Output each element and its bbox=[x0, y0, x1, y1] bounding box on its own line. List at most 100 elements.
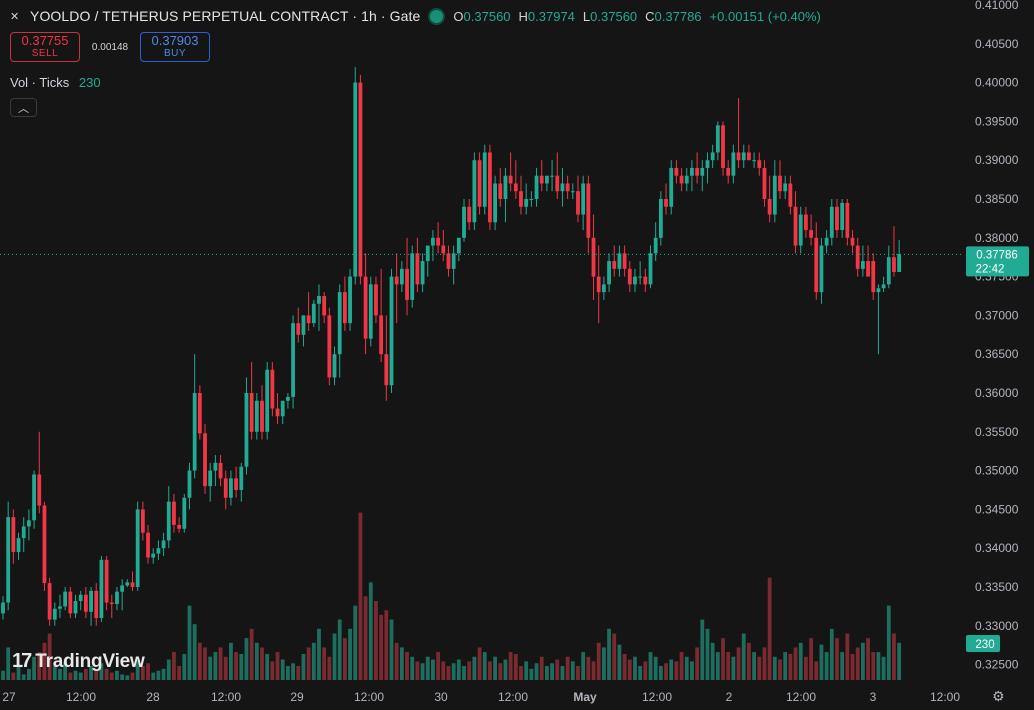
volume-bar bbox=[648, 652, 653, 680]
volume-bar bbox=[627, 659, 632, 680]
volume-bar bbox=[368, 582, 373, 680]
candle bbox=[881, 276, 886, 293]
candle bbox=[508, 152, 513, 192]
volume-bar bbox=[6, 647, 11, 680]
candle bbox=[627, 261, 632, 293]
candle bbox=[249, 361, 254, 440]
volume-bar bbox=[322, 647, 327, 680]
volume-bar bbox=[244, 638, 249, 680]
candle bbox=[120, 579, 125, 611]
candle bbox=[648, 245, 653, 289]
candle bbox=[472, 152, 477, 231]
volume-bar bbox=[767, 577, 772, 680]
candle bbox=[793, 191, 798, 254]
volume-bar bbox=[436, 652, 441, 680]
price-tick-label: 0.35500 bbox=[975, 425, 1019, 439]
volume-bar bbox=[177, 666, 182, 680]
candle bbox=[21, 517, 26, 553]
candle bbox=[513, 160, 518, 199]
candle bbox=[633, 268, 637, 293]
candle bbox=[783, 175, 788, 199]
price-tick-label: 0.40000 bbox=[975, 76, 1019, 90]
candle bbox=[892, 226, 896, 277]
candle bbox=[425, 245, 430, 277]
candle bbox=[726, 160, 731, 184]
candle bbox=[156, 540, 161, 560]
volume-bar bbox=[762, 647, 767, 680]
candle bbox=[415, 237, 420, 293]
candle bbox=[94, 583, 99, 626]
candle bbox=[296, 307, 301, 343]
candle bbox=[16, 532, 21, 560]
candle bbox=[229, 470, 233, 506]
volume-bar bbox=[840, 652, 845, 680]
gear-icon[interactable]: ⚙ bbox=[992, 688, 1005, 704]
volume-bar bbox=[280, 659, 285, 680]
candle bbox=[244, 377, 249, 475]
volume-bar bbox=[679, 652, 684, 680]
volume-bar bbox=[824, 652, 829, 680]
volume-legend[interactable]: Vol · Ticks 230 bbox=[10, 75, 101, 90]
candle bbox=[286, 393, 290, 409]
volume-bar bbox=[260, 647, 264, 680]
last-price-countdown: 22:42 bbox=[976, 263, 1005, 275]
chevron-up-icon[interactable]: ︿ bbox=[10, 98, 37, 117]
volume-bar bbox=[16, 666, 21, 680]
candle bbox=[741, 144, 746, 168]
candle bbox=[146, 524, 150, 564]
volume-bar bbox=[192, 624, 197, 680]
time-tick-label: 3 bbox=[870, 690, 877, 704]
candle bbox=[405, 237, 409, 316]
candle bbox=[539, 160, 544, 192]
volume-bar bbox=[876, 652, 881, 680]
time-tick-label: 2 bbox=[726, 690, 733, 704]
volume-bar bbox=[203, 647, 207, 680]
volume-bar bbox=[52, 666, 57, 680]
volume-bar bbox=[353, 605, 358, 680]
candle bbox=[166, 486, 171, 549]
volume-bar bbox=[721, 638, 725, 680]
market-status-icon[interactable] bbox=[430, 9, 444, 23]
volume-bar bbox=[793, 647, 798, 680]
candle bbox=[306, 292, 311, 331]
sell-button[interactable]: 0.37755 SELL bbox=[10, 32, 80, 62]
candle bbox=[192, 354, 197, 479]
symbol-title[interactable]: YOOLDO / TETHERUS PERPETUAL CONTRACT · 1… bbox=[30, 8, 421, 24]
buy-button[interactable]: 0.37903 BUY bbox=[140, 32, 210, 62]
volume-bar bbox=[197, 642, 202, 680]
candle bbox=[389, 268, 394, 393]
candle bbox=[840, 199, 845, 238]
volume-bar bbox=[431, 659, 435, 680]
tradingview-logo[interactable]: 17 TradingView bbox=[12, 650, 145, 673]
candle bbox=[700, 160, 705, 192]
volume-bar bbox=[892, 633, 896, 680]
volume-bar bbox=[73, 670, 78, 680]
symbol-icon[interactable]: ✕ bbox=[10, 10, 20, 23]
volume-bar bbox=[643, 661, 648, 680]
candle bbox=[441, 230, 446, 262]
time-tick-label: 28 bbox=[146, 690, 160, 704]
candle bbox=[254, 393, 259, 440]
candle bbox=[140, 501, 145, 541]
candle bbox=[747, 144, 751, 161]
candle bbox=[824, 230, 829, 254]
time-axis[interactable]: 27 12:00 28 12:00 29 12:00 30 12:00 May 12:00 2 12:… bbox=[2, 690, 960, 704]
sell-label: SELL bbox=[31, 48, 59, 59]
candle bbox=[37, 431, 42, 514]
candle bbox=[420, 253, 425, 293]
price-tick-label: 0.33000 bbox=[975, 619, 1019, 633]
candle bbox=[705, 152, 710, 184]
candle bbox=[653, 222, 658, 262]
volume-bar bbox=[684, 656, 689, 680]
volume-bar bbox=[348, 628, 352, 680]
high-label: H bbox=[518, 8, 528, 24]
candle bbox=[280, 400, 285, 425]
volume-bar bbox=[866, 638, 870, 680]
candle bbox=[456, 237, 461, 262]
candle bbox=[545, 175, 549, 192]
candle bbox=[581, 175, 586, 231]
candle bbox=[260, 385, 264, 440]
candle bbox=[182, 493, 187, 533]
price-axis[interactable]: 0.41000 0.40500 0.40000 0.39500 0.39000 0.385… bbox=[975, 0, 1019, 672]
